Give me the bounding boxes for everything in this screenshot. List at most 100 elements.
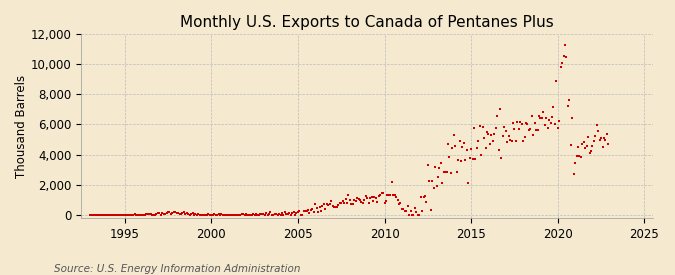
Point xyxy=(311,206,322,210)
Point xyxy=(423,163,433,167)
Point xyxy=(105,213,115,217)
Point xyxy=(376,191,387,196)
Point xyxy=(197,213,208,217)
Point xyxy=(301,208,312,213)
Point xyxy=(330,205,341,210)
Point xyxy=(586,149,597,154)
Point xyxy=(106,213,117,217)
Point xyxy=(492,114,503,119)
Point xyxy=(406,213,417,217)
Point xyxy=(472,145,483,150)
Point xyxy=(103,213,114,217)
Point xyxy=(238,212,248,216)
Point xyxy=(317,204,328,208)
Point xyxy=(378,191,389,196)
Point xyxy=(532,128,543,132)
Point xyxy=(392,197,403,202)
Point xyxy=(595,136,606,140)
Point xyxy=(163,210,173,214)
Point xyxy=(284,211,295,215)
Point xyxy=(198,213,209,217)
Point xyxy=(310,202,321,207)
Point xyxy=(584,151,595,156)
Point xyxy=(336,201,347,205)
Point xyxy=(603,142,614,146)
Point xyxy=(300,209,310,213)
Point xyxy=(430,165,441,169)
Point xyxy=(287,211,298,215)
Point xyxy=(170,209,181,214)
Point xyxy=(174,212,185,216)
Point xyxy=(278,212,289,217)
Point xyxy=(177,211,188,215)
Point xyxy=(438,170,449,174)
Point xyxy=(180,212,191,216)
Point xyxy=(265,210,276,214)
Point xyxy=(463,180,474,185)
Point xyxy=(485,141,495,146)
Point xyxy=(206,213,217,217)
Point xyxy=(173,211,184,215)
Point xyxy=(389,193,400,197)
Point xyxy=(560,43,570,47)
Point xyxy=(334,201,345,205)
Point xyxy=(554,119,564,123)
Point xyxy=(291,211,302,215)
Point xyxy=(279,210,290,214)
Point xyxy=(504,134,514,139)
Point xyxy=(344,198,355,202)
Point xyxy=(96,213,107,217)
Point xyxy=(242,212,253,217)
Point xyxy=(496,156,507,161)
Point xyxy=(308,210,319,214)
Point xyxy=(366,194,377,199)
Title: Monthly U.S. Exports to Canada of Pentanes Plus: Monthly U.S. Exports to Canada of Pentan… xyxy=(180,15,554,30)
Point xyxy=(542,126,553,130)
Point xyxy=(512,120,522,124)
Point xyxy=(102,213,113,217)
Point xyxy=(236,212,247,217)
Point xyxy=(404,213,414,217)
Point xyxy=(505,137,516,142)
Point xyxy=(338,199,348,204)
Point xyxy=(272,213,283,217)
Point xyxy=(259,213,270,217)
Point xyxy=(568,172,579,176)
Point xyxy=(188,213,199,217)
Point xyxy=(333,202,344,207)
Point xyxy=(118,213,129,217)
Point xyxy=(581,144,592,149)
Point xyxy=(510,139,521,143)
Point xyxy=(522,122,533,127)
Point xyxy=(566,143,576,147)
Point xyxy=(416,209,427,213)
Point xyxy=(557,61,568,65)
Point xyxy=(98,213,109,217)
Point xyxy=(457,145,468,150)
Point xyxy=(502,139,512,144)
Point xyxy=(187,211,198,216)
Point xyxy=(160,212,171,216)
Point xyxy=(578,140,589,144)
Point xyxy=(146,212,157,217)
Point xyxy=(267,213,277,217)
Point xyxy=(205,213,215,217)
Point xyxy=(235,213,246,217)
Point xyxy=(225,212,236,217)
Point xyxy=(480,146,491,150)
Point xyxy=(86,213,97,217)
Point xyxy=(124,213,134,217)
Point xyxy=(497,134,508,139)
Point xyxy=(541,116,551,120)
Point xyxy=(223,212,234,217)
Point xyxy=(589,139,599,144)
Point xyxy=(101,213,111,217)
Point xyxy=(116,213,127,217)
Point xyxy=(519,135,530,140)
Point xyxy=(415,194,426,199)
Point xyxy=(460,158,470,162)
Point xyxy=(421,199,432,204)
Point xyxy=(420,194,431,198)
Point xyxy=(470,157,481,161)
Point xyxy=(571,154,582,159)
